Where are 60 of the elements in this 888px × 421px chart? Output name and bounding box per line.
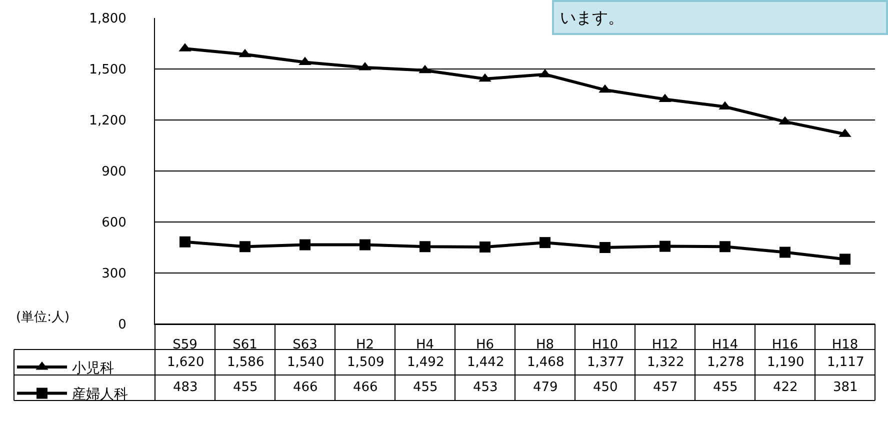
point <box>180 236 190 248</box>
x-tick-label: H12 <box>652 338 678 353</box>
data-label: 1,586 <box>227 355 264 370</box>
data-label: 1,117 <box>827 355 864 370</box>
legend-label: 産婦人科 <box>72 386 128 403</box>
point <box>240 241 250 252</box>
data-label: 1,190 <box>767 355 804 370</box>
point <box>780 246 790 258</box>
data-label: 1,278 <box>707 355 744 370</box>
data-label: 381 <box>833 380 858 395</box>
data-label: 1,620 <box>167 355 204 370</box>
y-tick-label: 1,200 <box>89 114 126 129</box>
data-label: 483 <box>173 380 198 395</box>
data-label: 1,377 <box>587 355 624 370</box>
point <box>720 241 730 252</box>
y-tick-label: 1,800 <box>89 12 126 27</box>
point <box>540 237 550 248</box>
text: (単位:人) <box>16 310 70 325</box>
x-tick-label: H14 <box>712 338 738 353</box>
point <box>300 239 310 250</box>
data-label: 466 <box>293 380 318 395</box>
data-label: 479 <box>533 380 558 395</box>
y-tick-label: 600 <box>102 216 126 231</box>
data-label: 1,509 <box>347 355 384 370</box>
data-label: 455 <box>233 380 258 395</box>
data-label: 453 <box>473 380 498 395</box>
point <box>480 241 490 252</box>
x-tick-label: H4 <box>416 338 434 353</box>
data-label: 422 <box>773 380 798 395</box>
callout-box: います。 <box>552 0 888 35</box>
point <box>360 239 370 250</box>
data-label: 1,322 <box>647 355 684 370</box>
x-tick-label: S63 <box>292 338 318 353</box>
point <box>420 241 430 252</box>
y-tick-label: 900 <box>102 164 126 180</box>
data-label: 1,540 <box>287 355 324 370</box>
point <box>660 240 670 252</box>
x-tick-label: H8 <box>536 338 554 353</box>
x-tick-label: S59 <box>172 338 198 353</box>
x-tick-label: H6 <box>476 338 494 353</box>
point <box>600 242 610 253</box>
y-tick-label: 1,500 <box>89 62 126 78</box>
data-label: 466 <box>353 380 378 395</box>
x-tick-label: H10 <box>592 338 618 353</box>
data-label: 455 <box>413 380 438 395</box>
point <box>840 254 850 265</box>
data-label: 1,468 <box>527 355 564 370</box>
data-label: 450 <box>593 380 618 395</box>
data-label: 455 <box>713 380 738 395</box>
x-tick-label: S61 <box>232 338 258 353</box>
x-tick-label: H2 <box>356 338 374 353</box>
y-tick-label: 300 <box>102 266 126 282</box>
data-label: 1,492 <box>407 355 444 370</box>
data-label: 457 <box>653 380 678 395</box>
y-tick-label: 0 <box>118 318 126 333</box>
annotation: います。 <box>560 8 624 27</box>
legend-label: 小児科 <box>72 360 114 377</box>
x-tick-label: H16 <box>772 338 798 353</box>
x-tick-label: H18 <box>832 338 858 353</box>
data-label: 1,442 <box>467 355 504 370</box>
